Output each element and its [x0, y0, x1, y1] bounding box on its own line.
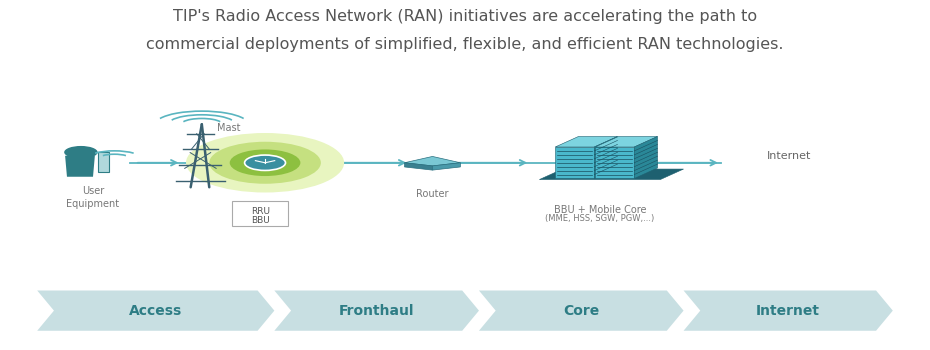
Polygon shape	[405, 156, 460, 166]
Circle shape	[186, 133, 344, 192]
Text: BBU + Mobile Core: BBU + Mobile Core	[553, 205, 646, 215]
Text: Access: Access	[129, 303, 182, 318]
Polygon shape	[594, 136, 618, 178]
Polygon shape	[684, 290, 893, 331]
Polygon shape	[274, 290, 479, 331]
Polygon shape	[595, 136, 658, 147]
Polygon shape	[555, 147, 594, 178]
Polygon shape	[634, 136, 658, 178]
Polygon shape	[595, 147, 634, 178]
Text: Internet: Internet	[756, 303, 820, 318]
Polygon shape	[37, 290, 274, 331]
Text: Internet: Internet	[766, 152, 811, 161]
Text: TIP's Radio Access Network (RAN) initiatives are accelerating the path to: TIP's Radio Access Network (RAN) initiat…	[173, 9, 757, 24]
Polygon shape	[65, 156, 95, 177]
Text: (MME, HSS, SGW, PGW,...): (MME, HSS, SGW, PGW,...)	[545, 214, 655, 223]
Polygon shape	[405, 163, 432, 170]
Text: User
Equipment: User Equipment	[66, 186, 120, 209]
FancyBboxPatch shape	[232, 201, 288, 226]
Polygon shape	[432, 163, 460, 170]
Text: BBU: BBU	[251, 216, 270, 225]
Circle shape	[245, 155, 286, 170]
Polygon shape	[479, 290, 684, 331]
Polygon shape	[555, 136, 618, 147]
Text: Core: Core	[564, 303, 599, 318]
Text: commercial deployments of simplified, flexible, and efficient RAN technologies.: commercial deployments of simplified, fl…	[146, 37, 784, 52]
Circle shape	[209, 142, 321, 184]
Polygon shape	[98, 152, 109, 172]
Text: eNodeB: eNodeB	[246, 203, 284, 213]
Text: Fronthaul: Fronthaul	[339, 303, 415, 318]
Circle shape	[64, 146, 98, 159]
Circle shape	[230, 149, 300, 176]
Text: Mast: Mast	[217, 123, 240, 133]
Text: Router: Router	[417, 189, 448, 199]
Text: RRU: RRU	[251, 207, 270, 216]
Polygon shape	[539, 169, 684, 180]
